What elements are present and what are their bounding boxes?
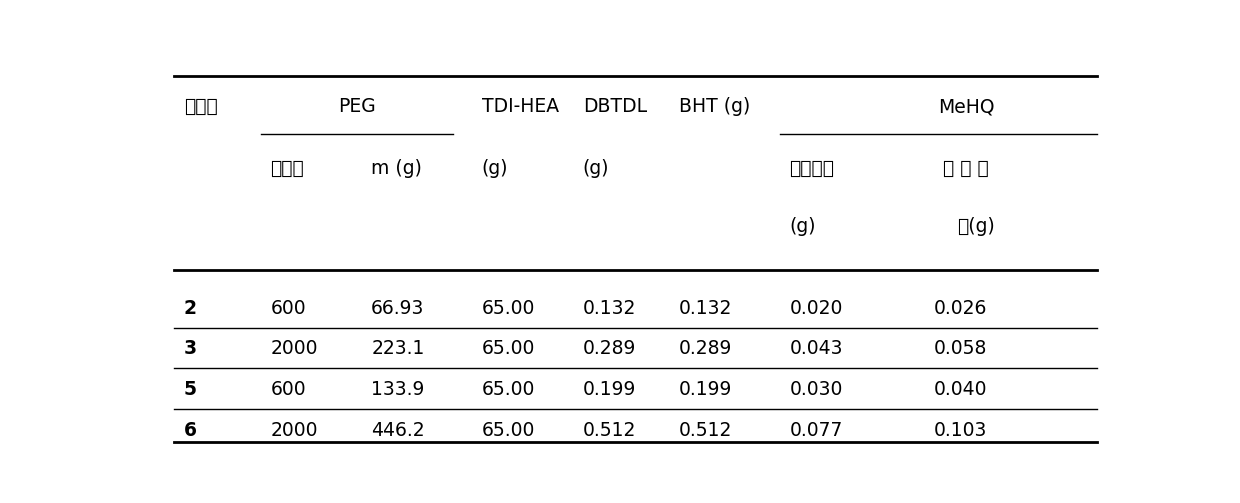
Text: 3: 3 (184, 340, 197, 359)
Text: TDI-HEA: TDI-HEA (481, 98, 559, 116)
Text: (g): (g) (481, 159, 508, 178)
Text: 0.132: 0.132 (583, 299, 636, 318)
Text: MeHQ: MeHQ (939, 98, 994, 116)
Text: 65.00: 65.00 (481, 340, 536, 359)
Text: 0.020: 0.020 (789, 299, 843, 318)
Text: 65.00: 65.00 (481, 299, 536, 318)
Text: 0.512: 0.512 (678, 421, 732, 440)
Text: 446.2: 446.2 (371, 421, 425, 440)
Text: 5: 5 (184, 380, 197, 399)
Text: 反 应 结: 反 应 结 (942, 159, 988, 178)
Text: 0.289: 0.289 (583, 340, 636, 359)
Text: 2: 2 (184, 299, 197, 318)
Text: 0.058: 0.058 (934, 340, 987, 359)
Text: BHT (g): BHT (g) (678, 98, 750, 116)
Text: 0.103: 0.103 (934, 421, 987, 440)
Text: 2000: 2000 (270, 340, 317, 359)
Text: 65.00: 65.00 (481, 421, 536, 440)
Text: 0.199: 0.199 (583, 380, 636, 399)
Text: 反应初始: 反应初始 (789, 159, 835, 178)
Text: 2000: 2000 (270, 421, 317, 440)
Text: 0.199: 0.199 (678, 380, 732, 399)
Text: m (g): m (g) (371, 159, 422, 178)
Text: PEG: PEG (339, 98, 376, 116)
Text: 0.030: 0.030 (789, 380, 843, 399)
Text: 65.00: 65.00 (481, 380, 536, 399)
Text: 分子量: 分子量 (270, 159, 304, 178)
Text: 0.077: 0.077 (789, 421, 843, 440)
Text: 束(g): 束(g) (957, 217, 996, 236)
Text: (g): (g) (583, 159, 609, 178)
Text: 223.1: 223.1 (371, 340, 424, 359)
Text: DBTDL: DBTDL (583, 98, 647, 116)
Text: 133.9: 133.9 (371, 380, 424, 399)
Text: 0.026: 0.026 (934, 299, 987, 318)
Text: 0.040: 0.040 (934, 380, 987, 399)
Text: (g): (g) (789, 217, 816, 236)
Text: 66.93: 66.93 (371, 299, 424, 318)
Text: 0.132: 0.132 (678, 299, 732, 318)
Text: 0.043: 0.043 (789, 340, 843, 359)
Text: 600: 600 (270, 299, 306, 318)
Text: 6: 6 (184, 421, 197, 440)
Text: 0.289: 0.289 (678, 340, 732, 359)
Text: 600: 600 (270, 380, 306, 399)
Text: 0.512: 0.512 (583, 421, 636, 440)
Text: 实施例: 实施例 (184, 98, 217, 116)
